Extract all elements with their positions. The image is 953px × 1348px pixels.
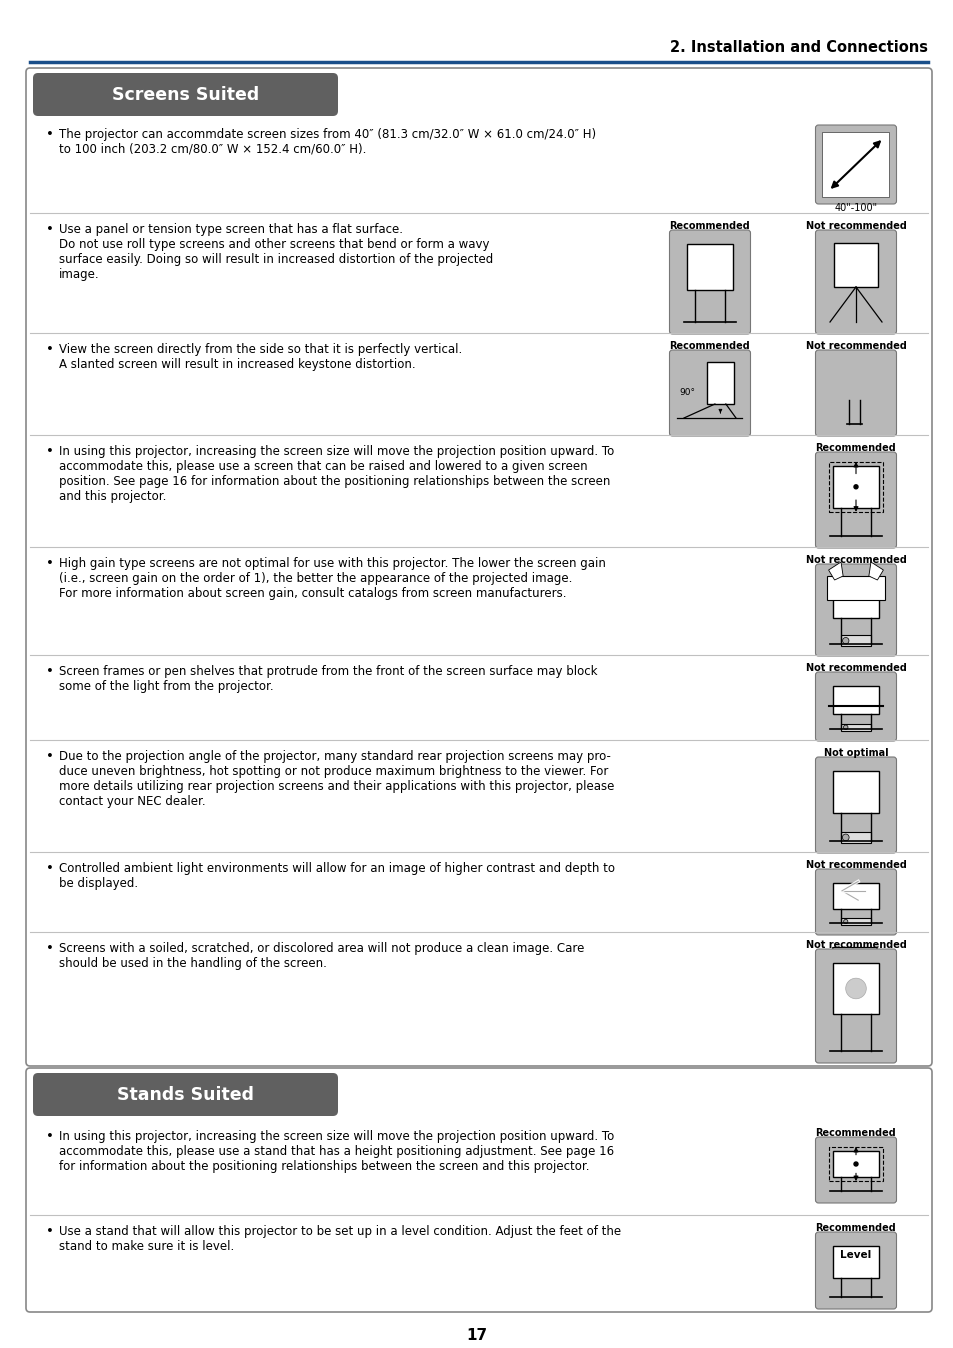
Text: 90°: 90° [679,388,695,398]
FancyBboxPatch shape [815,673,896,741]
Polygon shape [828,562,842,580]
Circle shape [853,1162,857,1166]
Text: Not recommended: Not recommended [804,940,905,950]
Text: •: • [46,665,53,678]
Circle shape [853,485,857,489]
FancyBboxPatch shape [33,73,337,116]
FancyBboxPatch shape [669,231,750,334]
Circle shape [844,979,865,999]
Polygon shape [868,562,882,580]
Text: The projector can accommdate screen sizes from 40″ (81.3 cm/32.0″ W × 61.0 cm/24: The projector can accommdate screen size… [59,128,596,156]
FancyBboxPatch shape [815,869,896,936]
Bar [832,962,879,1014]
Text: Not recommended: Not recommended [804,341,905,350]
FancyBboxPatch shape [33,1073,337,1116]
Text: •: • [46,222,53,236]
Text: View the screen directly from the side so that it is perfectly vertical.
A slant: View the screen directly from the side s… [59,342,462,371]
Text: Not recommended: Not recommended [804,221,905,231]
Bar [832,771,879,813]
Text: Screens Suited: Screens Suited [112,85,259,104]
Text: 40"-100": 40"-100" [834,204,877,213]
FancyBboxPatch shape [815,452,896,549]
Text: Not recommended: Not recommended [804,663,905,673]
Text: •: • [46,342,53,356]
Text: •: • [46,861,53,875]
FancyBboxPatch shape [815,563,896,656]
Bar [841,724,870,731]
Bar [841,832,870,842]
Bar [706,363,733,404]
Text: •: • [46,749,53,763]
Text: •: • [46,1225,53,1237]
Text: •: • [46,1130,53,1143]
Text: Screen frames or pen shelves that protrude from the front of the screen surface : Screen frames or pen shelves that protru… [59,665,597,693]
Bar [833,243,877,287]
Polygon shape [832,948,881,984]
Bar [832,1246,879,1278]
Bar [832,1151,879,1177]
Text: Level: Level [840,1250,871,1260]
FancyBboxPatch shape [815,125,896,204]
FancyBboxPatch shape [815,1136,896,1202]
Text: Recommended: Recommended [669,221,750,231]
Bar [828,462,882,512]
Bar [841,635,870,646]
Text: Recommended: Recommended [815,1128,896,1138]
Bar [825,576,884,600]
Text: Recommended: Recommended [815,1223,896,1233]
Bar [832,578,879,617]
Text: •: • [46,942,53,954]
FancyBboxPatch shape [815,350,896,435]
FancyBboxPatch shape [815,949,896,1064]
Bar [686,244,733,290]
Bar [832,883,879,909]
Text: Due to the projection angle of the projector, many standard rear projection scre: Due to the projection angle of the proje… [59,749,614,807]
FancyBboxPatch shape [815,1232,896,1309]
Bar [821,132,888,197]
Text: •: • [46,557,53,570]
Bar [841,918,870,925]
Bar [828,1147,882,1181]
Text: Controlled ambient light environments will allow for an image of higher contrast: Controlled ambient light environments wi… [59,861,615,890]
Bar [832,686,879,713]
Text: Recommended: Recommended [669,341,750,350]
Text: Use a stand that will allow this projector to be set up in a level condition. Ad: Use a stand that will allow this project… [59,1225,620,1254]
Bar [832,466,879,508]
FancyBboxPatch shape [815,758,896,853]
FancyBboxPatch shape [26,1068,931,1312]
Text: Not recommended: Not recommended [804,555,905,565]
Circle shape [842,725,847,729]
FancyBboxPatch shape [26,67,931,1066]
Circle shape [842,919,847,923]
Text: 2. Installation and Connections: 2. Installation and Connections [669,39,927,54]
Text: •: • [46,128,53,142]
Text: •: • [46,445,53,458]
Text: Use a panel or tension type screen that has a flat surface.
Do not use roll type: Use a panel or tension type screen that … [59,222,493,280]
Text: Not recommended: Not recommended [804,860,905,869]
FancyBboxPatch shape [815,231,896,334]
Text: In using this projector, increasing the screen size will move the projection pos: In using this projector, increasing the … [59,1130,614,1173]
Circle shape [841,638,848,644]
Text: 17: 17 [466,1329,487,1344]
Text: In using this projector, increasing the screen size will move the projection pos: In using this projector, increasing the … [59,445,614,503]
Text: Stands Suited: Stands Suited [117,1085,253,1104]
Text: Not optimal: Not optimal [822,748,887,758]
Text: High gain type screens are not optimal for use with this projector. The lower th: High gain type screens are not optimal f… [59,557,605,600]
Text: Screens with a soiled, scratched, or discolored area will not produce a clean im: Screens with a soiled, scratched, or dis… [59,942,584,971]
Circle shape [841,834,848,841]
FancyBboxPatch shape [669,350,750,435]
Text: Recommended: Recommended [815,443,896,453]
